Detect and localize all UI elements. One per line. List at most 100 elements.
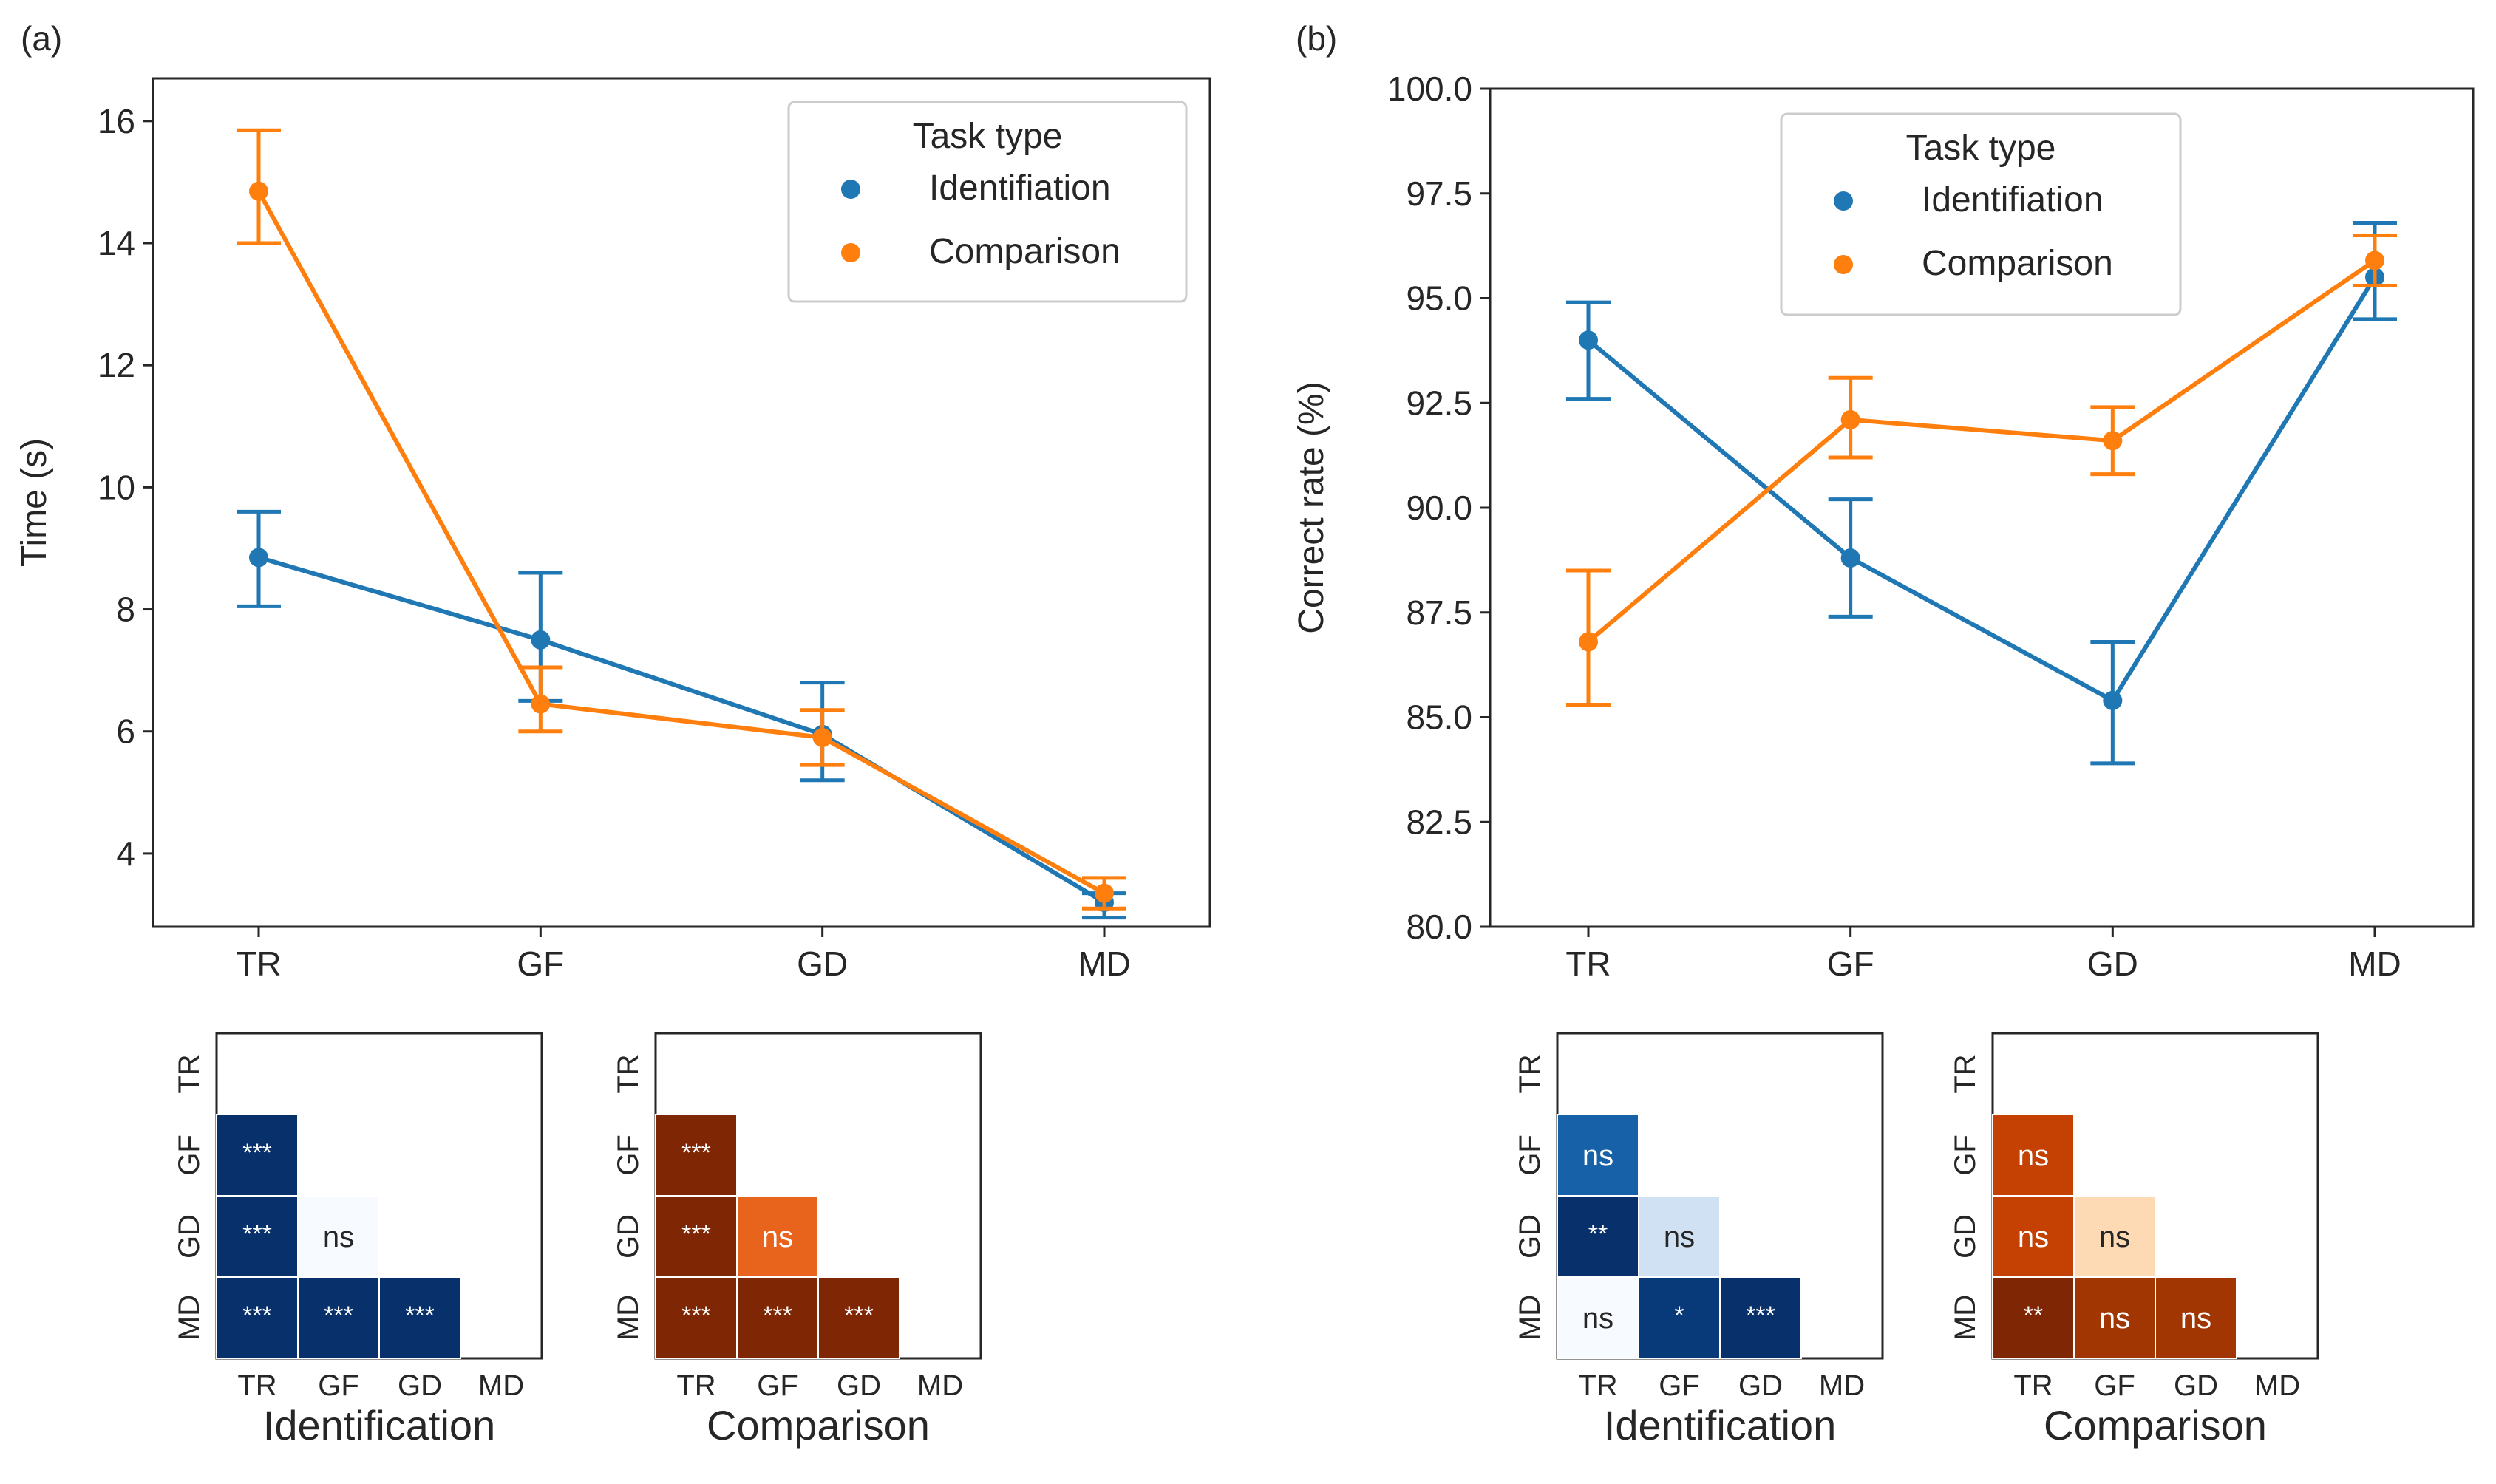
col-label-gd: GD xyxy=(1738,1369,1783,1402)
x-tick-label-gd: GD xyxy=(797,944,848,983)
legend-title: Task type xyxy=(1906,129,2056,168)
point-comparison-gd xyxy=(812,727,832,747)
col-label-gf: GF xyxy=(757,1369,798,1402)
cell-label-gd-tr: *** xyxy=(242,1220,272,1248)
cell-label-gd-gf: ns xyxy=(2099,1221,2130,1253)
row-label-gf: GF xyxy=(1514,1134,1546,1176)
time-comparison-pairwise-heatmap: ****** ns*** *** ***TR GF GD MDTRGFGDMDCompari… xyxy=(612,1032,982,1449)
point-comparison-md xyxy=(1095,883,1114,903)
cell-gf-tr xyxy=(216,1114,299,1197)
y-tick-label-90-0: 90.0 xyxy=(1406,489,1472,527)
row-label-gd: GD xyxy=(173,1214,205,1259)
legend: Task type Identifiation Comparison xyxy=(787,101,1188,303)
y-tick-label-100-0: 100.0 xyxy=(1387,69,1472,108)
legend-marker-identifiation xyxy=(1834,191,1853,211)
cell-label-gd-gf: ns xyxy=(323,1221,354,1253)
series-line-comparison xyxy=(256,190,1106,896)
y-tick-label-4: 4 xyxy=(116,834,135,873)
y-tick-label-95-0: 95.0 xyxy=(1406,279,1472,318)
cell-md-gf xyxy=(2073,1276,2156,1359)
cell-label-md-gf: * xyxy=(1674,1301,1684,1330)
time-line-chart: 4 6 8 10 12 14 16 TR GF GD MD Time (s) Task type Iden… xyxy=(15,77,1211,983)
cell-label-gd-tr: *** xyxy=(681,1220,711,1248)
cell-md-gd xyxy=(2155,1276,2237,1359)
cell-md-gd xyxy=(378,1276,461,1359)
cell-label-md-gf: *** xyxy=(763,1301,792,1330)
y-tick-label-87-5: 87.5 xyxy=(1406,593,1472,632)
plot-frame xyxy=(152,77,1211,928)
col-label-gd: GD xyxy=(837,1369,881,1402)
heatmap-xlabel: Comparison xyxy=(707,1402,930,1449)
col-label-gf: GF xyxy=(318,1369,359,1402)
row-label-gf: GF xyxy=(612,1134,645,1176)
cell-label-md-tr: *** xyxy=(242,1301,272,1330)
cell-md-tr xyxy=(216,1276,299,1359)
col-label-md: MD xyxy=(1819,1369,1865,1402)
col-label-tr: TR xyxy=(1578,1369,1617,1402)
panel-label-a: (a) xyxy=(21,19,62,58)
y-tick-label-6: 6 xyxy=(116,712,135,751)
point-identifiation-tr xyxy=(1579,330,1598,350)
col-label-tr: TR xyxy=(676,1369,715,1402)
col-label-tr: TR xyxy=(237,1369,276,1402)
row-label-gd: GD xyxy=(1514,1214,1546,1259)
cell-md-gf xyxy=(1638,1276,1721,1359)
cell-gd-gf xyxy=(1638,1195,1721,1278)
x-tick-label-gf: GF xyxy=(517,944,564,983)
col-label-tr: TR xyxy=(2013,1369,2053,1402)
cell-md-gd xyxy=(1719,1276,1802,1359)
point-identifiation-gf xyxy=(1840,548,1860,568)
col-label-md: MD xyxy=(917,1369,963,1402)
cell-label-gd-gf: ns xyxy=(762,1221,793,1253)
series-comparison xyxy=(1566,233,2397,707)
point-comparison-md xyxy=(2365,251,2384,270)
cell-label-gf-tr: ns xyxy=(1582,1140,1613,1172)
col-label-md: MD xyxy=(2254,1369,2300,1402)
heatmap-xlabel: Comparison xyxy=(2044,1402,2267,1449)
cell-label-md-gd: *** xyxy=(1746,1301,1775,1330)
cell-gf-tr xyxy=(1557,1114,1639,1197)
row-label-gf: GF xyxy=(173,1134,205,1176)
time-identification-pairwise-heatmap: ****** ns*** *** ***TR GF GD MDTRGFGDMDIdentif… xyxy=(173,1032,543,1449)
series-comparison xyxy=(237,128,1126,911)
y-tick-label-80-0: 80.0 xyxy=(1406,908,1472,946)
y-tick-label-85-0: 85.0 xyxy=(1406,698,1472,737)
y-tick-label-10: 10 xyxy=(98,468,135,506)
point-comparison-tr xyxy=(249,181,268,201)
y-axis-label: Correct rate (%) xyxy=(1292,381,1331,633)
point-comparison-gd xyxy=(2103,431,2123,451)
accuracy-line-chart: 80.0 82.5 85.0 87.5 90.0 92.5 95.0 97.5 100.0 TR G… xyxy=(1292,69,2475,983)
legend-marker-comparison xyxy=(1834,255,1853,274)
x-tick-label-md: MD xyxy=(2348,944,2401,983)
legend-marker-comparison xyxy=(841,243,860,262)
y-tick-label-14: 14 xyxy=(98,224,135,262)
col-label-md: MD xyxy=(478,1369,524,1402)
cell-md-gd xyxy=(817,1276,900,1359)
cell-gd-tr xyxy=(216,1195,299,1278)
cell-label-md-tr: ns xyxy=(1582,1302,1613,1335)
cell-label-md-gf: *** xyxy=(324,1301,353,1330)
row-label-md: MD xyxy=(1949,1295,1982,1341)
y-tick-label-16: 16 xyxy=(98,102,135,140)
point-identifiation-tr xyxy=(249,548,268,568)
series-line-comparison xyxy=(1587,258,2376,644)
legend: Task type Identifiation Comparison xyxy=(1780,112,2182,316)
cell-md-tr xyxy=(1557,1276,1639,1359)
cell-md-tr xyxy=(1992,1276,2075,1359)
legend-label-comparison: Comparison xyxy=(1922,244,2113,283)
cell-gd-gf xyxy=(2073,1195,2156,1278)
row-label-md: MD xyxy=(612,1295,645,1341)
row-label-gd: GD xyxy=(1949,1214,1982,1259)
cell-gf-tr xyxy=(655,1114,738,1197)
cell-label-md-gd: *** xyxy=(405,1301,435,1330)
point-comparison-gf xyxy=(531,694,551,714)
point-identifiation-gf xyxy=(531,630,551,650)
row-label-tr: TR xyxy=(1949,1054,1982,1093)
y-tick-label-12: 12 xyxy=(98,346,135,384)
x-tick-label-gf: GF xyxy=(1827,944,1874,983)
row-label-gf: GF xyxy=(1949,1134,1982,1176)
point-comparison-tr xyxy=(1579,632,1598,652)
x-tick-label-tr: TR xyxy=(1565,944,1611,983)
col-label-gd: GD xyxy=(2174,1369,2218,1402)
